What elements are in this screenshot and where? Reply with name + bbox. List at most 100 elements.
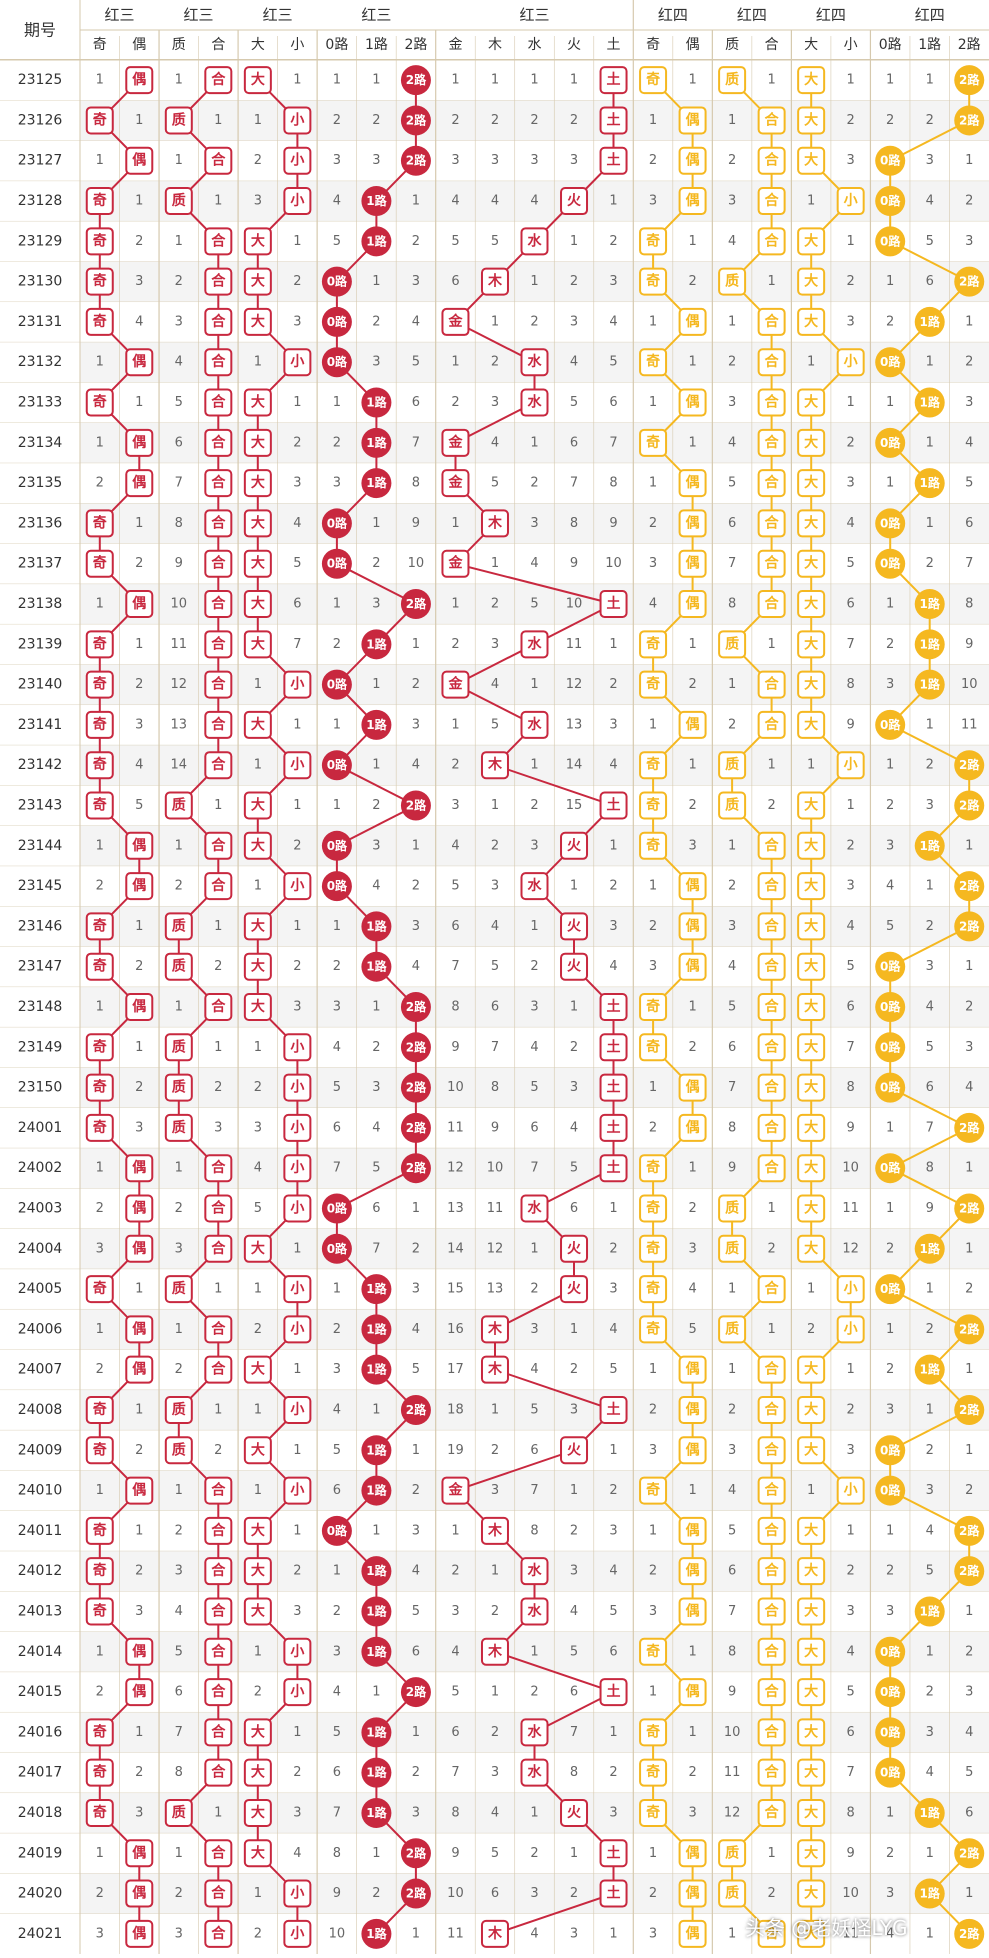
hit-marker: [797, 1678, 826, 1707]
omission-count: 5: [451, 879, 459, 894]
omission-count: 3: [254, 1120, 262, 1135]
hit-label: 合: [211, 1683, 226, 1700]
hit-label: 合: [765, 1361, 780, 1378]
omission-count: 1: [412, 1201, 420, 1216]
series-red4-prime_composite: 1123411234567811212123456789121112345678…: [718, 66, 786, 1948]
omission-count: 6: [293, 597, 301, 612]
column-header: 0路: [879, 37, 902, 53]
hit-label: 2路: [959, 72, 980, 87]
hit-label: 奇: [93, 1562, 107, 1579]
hit-marker: [718, 1315, 747, 1344]
omission-count: 7: [412, 435, 420, 450]
hit-marker: [875, 548, 906, 579]
hit-marker: [599, 993, 628, 1021]
hit-marker: [204, 1718, 233, 1747]
hit-marker: [204, 831, 233, 860]
hit-marker: [243, 1516, 272, 1545]
hit-label: 0路: [327, 838, 348, 853]
omission-count: 6: [451, 1725, 459, 1740]
omission-count: 4: [491, 919, 499, 934]
omission-count: 2: [965, 1000, 973, 1015]
omission-count: 2: [530, 798, 538, 813]
hit-marker: [757, 1597, 786, 1626]
hit-label: 小: [290, 1926, 304, 1942]
omission-count: 1: [886, 395, 894, 410]
omission-count: 4: [926, 194, 934, 209]
hit-marker: [875, 427, 906, 458]
omission-count: 2: [965, 1282, 973, 1297]
hit-label: 大: [804, 71, 818, 88]
omission-count: 5: [847, 959, 855, 974]
omission-count: 2: [333, 1604, 341, 1619]
omission-count: 10: [329, 1926, 346, 1941]
omission-count: 1: [767, 637, 775, 652]
omission-count: 3: [293, 1604, 301, 1619]
hit-marker: [480, 267, 509, 296]
hit-label: 大: [251, 555, 265, 572]
omission-count: 7: [175, 476, 183, 491]
hit-marker: [85, 106, 114, 135]
omission-count: 4: [728, 234, 736, 249]
hit-marker: [875, 145, 906, 176]
period-label: 24002: [18, 1160, 63, 1176]
hit-marker: [204, 872, 233, 901]
hit-marker: [678, 1516, 707, 1545]
hit-marker: [797, 670, 826, 699]
hit-label: 合: [211, 1602, 226, 1619]
hit-label: 1路: [920, 314, 941, 329]
omission-count: 2: [451, 637, 459, 652]
omission-count: 9: [175, 556, 183, 571]
omission-count: 1: [254, 1282, 262, 1297]
hit-label: 合: [765, 998, 780, 1015]
hit-marker: [797, 469, 826, 498]
omission-count: 7: [847, 1040, 855, 1055]
omission-count: 5: [609, 1604, 617, 1619]
omission-count: 2: [412, 1241, 420, 1256]
hit-marker: [875, 951, 906, 982]
hit-label: 土: [607, 595, 621, 612]
omission-count: 1: [570, 234, 578, 249]
omission-count: 2: [570, 113, 578, 128]
omission-count: 4: [609, 1564, 617, 1579]
omission-count: 1: [926, 73, 934, 88]
omission-count: 1: [293, 798, 301, 813]
hit-marker: [639, 1033, 668, 1062]
omission-count: 8: [728, 597, 736, 612]
hit-marker: [560, 1234, 589, 1263]
omission-count: 2: [491, 597, 499, 612]
omission-count: 9: [570, 556, 578, 571]
hit-marker: [283, 872, 312, 901]
omission-count: 3: [135, 274, 143, 289]
hit-marker: [243, 549, 272, 578]
omission-count: 2: [926, 919, 934, 934]
omission-count: 10: [487, 1161, 504, 1176]
omission-count: 2: [965, 1483, 973, 1498]
hit-marker: [85, 912, 114, 941]
hit-marker: [757, 993, 786, 1021]
hit-marker: [757, 187, 786, 216]
hit-marker: [875, 1757, 906, 1788]
column-header: 质: [725, 37, 739, 53]
hit-marker: [85, 751, 114, 780]
hit-label: 奇: [93, 192, 107, 209]
hit-marker: [85, 791, 114, 820]
hit-label: 大: [251, 595, 265, 612]
omission-count: 3: [372, 838, 380, 853]
omission-count: 1: [491, 73, 499, 88]
hit-marker: [560, 912, 589, 941]
hit-marker: [361, 1314, 392, 1345]
hit-marker: [797, 1113, 826, 1142]
hit-marker: [204, 388, 233, 417]
hit-label: 奇: [93, 1764, 107, 1781]
omission-count: 1: [135, 395, 143, 410]
hit-marker: [560, 1275, 589, 1304]
omission-count: 10: [408, 556, 425, 571]
hit-marker: [757, 590, 786, 619]
omission-count: 1: [570, 73, 578, 88]
omission-count: 1: [491, 556, 499, 571]
hit-marker: [678, 187, 707, 216]
hit-marker: [243, 1436, 272, 1465]
hit-label: 水: [528, 353, 543, 370]
hit-label: 偶: [686, 1562, 700, 1579]
